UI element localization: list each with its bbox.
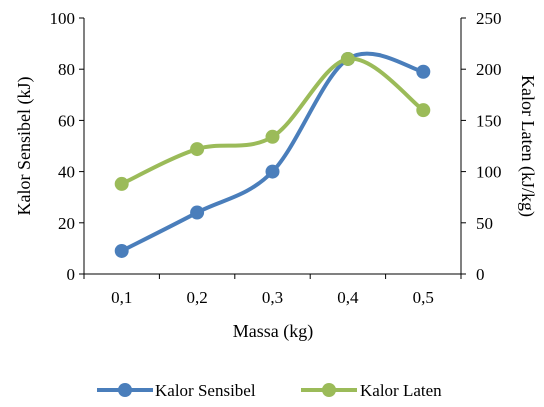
series-line-kalor-sensibel [119, 51, 426, 253]
y-left-tick-label: 80 [58, 60, 75, 79]
legend: Kalor Sensibel Kalor Laten [97, 381, 442, 400]
y-left-tick-label: 60 [58, 111, 75, 130]
data-point-kalor-laten [416, 103, 431, 118]
y-left-tick-label: 0 [67, 265, 76, 284]
y-axis-right-title: Kalor Laten (kJ/kg) [517, 75, 538, 217]
y-left-tick-label: 20 [58, 214, 75, 233]
legend-marker-kalor-laten [322, 383, 336, 397]
data-point-kalor-sensibel [265, 164, 280, 179]
data-point-kalor-sensibel [416, 64, 431, 79]
y-right-tick-label: 250 [476, 9, 502, 28]
y-right-tick-label: 100 [476, 163, 502, 182]
data-point-kalor-laten [190, 142, 205, 157]
y-left-tick-label: 100 [50, 9, 76, 28]
x-tick-label: 0,2 [186, 288, 207, 307]
data-point-kalor-sensibel [114, 243, 129, 258]
y-left-tick-label: 40 [58, 163, 75, 182]
x-tick-label: 0,1 [111, 288, 132, 307]
axes [79, 17, 466, 279]
data-point-kalor-laten [114, 176, 129, 191]
x-tick-label: 0,4 [337, 288, 359, 307]
data-point-kalor-laten [265, 129, 280, 144]
legend-marker-kalor-sensibel [118, 383, 132, 397]
y-right-tick-label: 150 [476, 111, 502, 130]
legend-label-kalor-sensibel: Kalor Sensibel [155, 381, 256, 400]
x-tick-label: 0,5 [413, 288, 434, 307]
y-right-tick-label: 50 [476, 214, 493, 233]
y-right-tick-label: 0 [476, 265, 485, 284]
y-right-tick-label: 200 [476, 60, 502, 79]
tick-labels: 0 20 40 60 80 100 0 50 100 150 200 250 0,1 0,2 0,3 0,4 0… [50, 9, 502, 307]
x-tick-label: 0,3 [262, 288, 283, 307]
data-point-kalor-sensibel [190, 205, 205, 220]
series-lines [114, 51, 431, 258]
y-axis-left-title: Kalor Sensibel (kJ) [14, 77, 35, 216]
legend-label-kalor-laten: Kalor Laten [360, 381, 442, 400]
data-point-kalor-laten [340, 51, 355, 66]
x-axis-title: Massa (kg) [233, 321, 313, 342]
